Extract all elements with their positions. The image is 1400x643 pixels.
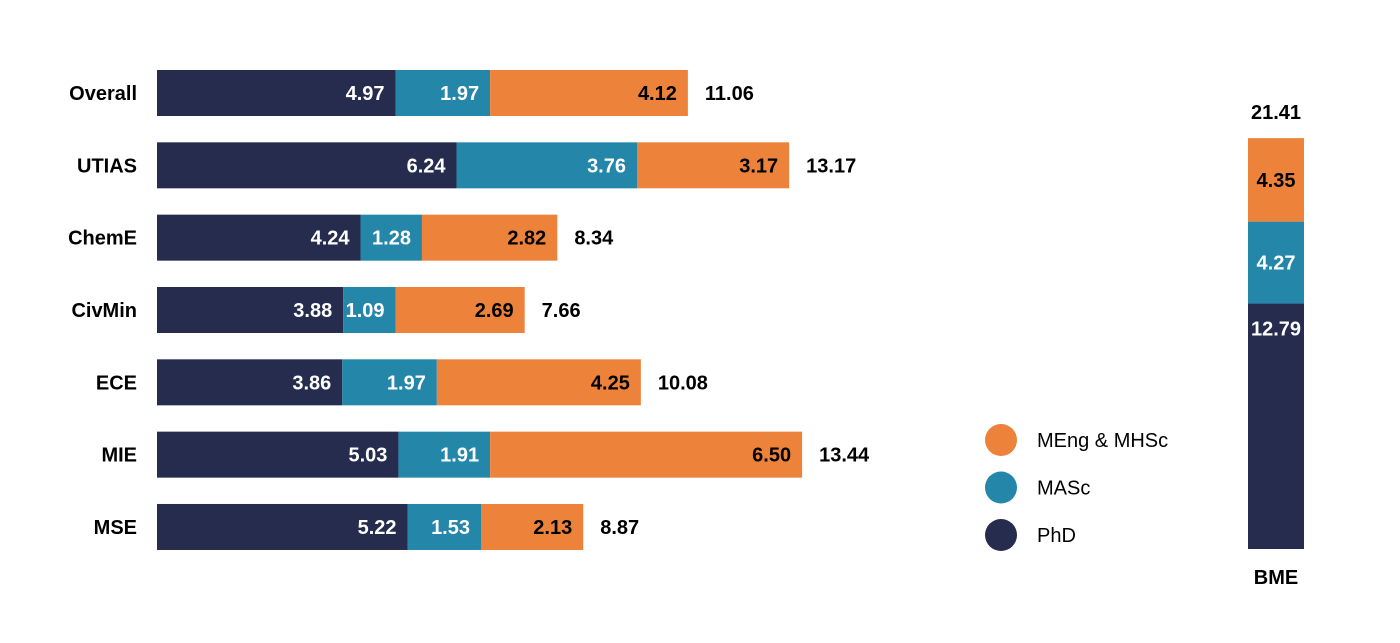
category-label-mse: MSE [94, 517, 137, 539]
total-label-mie: 13.44 [819, 445, 870, 467]
bar-civmin-masc [343, 286, 396, 333]
data-label-cheme-meng-and-mhsc: 2.82 [507, 228, 546, 250]
total-label-bme: 21.41 [1251, 102, 1301, 124]
total-label-mse: 8.87 [600, 517, 639, 539]
total-label-ece: 10.08 [658, 372, 708, 394]
data-label-mse-masc: 1.53 [431, 517, 470, 539]
data-label-mie-meng-and-mhsc: 6.50 [752, 445, 791, 467]
data-label-overall-phd: 4.97 [346, 83, 385, 105]
bar-utias-meng-and-mhsc [637, 142, 790, 189]
data-label-overall-masc: 1.97 [440, 83, 479, 105]
bar-ece-masc [342, 359, 437, 406]
data-label-civmin-masc: 1.09 [346, 300, 385, 322]
legend-swatch-masc [985, 471, 1017, 504]
total-label-overall: 11.06 [705, 83, 754, 105]
bar-civmin-phd [157, 286, 344, 333]
data-label-overall-meng-and-mhsc: 4.12 [638, 83, 677, 105]
data-label-cheme-phd: 4.24 [311, 228, 351, 250]
data-label-civmin-meng-and-mhsc: 2.69 [475, 300, 514, 322]
bme-vertical-bar: 12.79 4.27 4.35 21.41 BME [1248, 102, 1304, 589]
data-label-mie-phd: 5.03 [349, 445, 388, 467]
legend-label-masc: MASc [1037, 478, 1090, 500]
category-label-bme: BME [1254, 567, 1298, 589]
bar-ece-meng-and-mhsc [436, 359, 641, 406]
data-label-civmin-phd: 3.88 [293, 300, 332, 322]
bar-mie-masc [398, 431, 491, 478]
bar-overall-masc [395, 70, 491, 116]
bar-mie-phd [157, 431, 399, 478]
data-label-utias-masc: 3.76 [587, 155, 626, 177]
bar-cheme-meng-and-mhsc [421, 214, 558, 261]
data-label-bme-masc: 4.27 [1257, 253, 1296, 275]
total-label-civmin: 7.66 [542, 300, 581, 322]
data-label-ece-masc: 1.97 [387, 372, 426, 394]
bar-bme-masc [1248, 221, 1304, 304]
bar-mse-phd [157, 503, 408, 550]
data-label-utias-phd: 6.24 [407, 155, 447, 177]
bar-overall-meng-and-mhsc [490, 70, 688, 116]
legend-swatch-meng-and-mhsc [985, 424, 1017, 456]
bar-mse-masc [407, 503, 481, 550]
legend: MEng & MHSc MASc PhD [985, 424, 1168, 551]
horizontal-stacked-bars: Overall 4.97 1.97 4.12 11.06 UTIAS 6.24 3.76 3.1… [68, 70, 870, 550]
total-label-utias: 13.17 [806, 155, 856, 177]
bar-overall-phd [157, 70, 396, 116]
data-label-bme-phd: 12.79 [1251, 319, 1301, 341]
bar-cheme-masc [360, 214, 422, 261]
category-label-ece: ECE [96, 372, 137, 394]
bar-ece-phd [157, 359, 343, 406]
data-label-mse-meng-and-mhsc: 2.13 [533, 517, 572, 539]
bar-mse-meng-and-mhsc [481, 503, 584, 550]
category-label-mie: MIE [101, 445, 137, 467]
category-label-utias: UTIAS [77, 155, 137, 177]
bar-cheme-phd [157, 214, 361, 261]
legend-label-meng-and-mhsc: MEng & MHSc [1037, 430, 1168, 452]
category-label-overall: Overall [69, 83, 137, 105]
category-label-cheme: ChemE [68, 228, 137, 250]
bar-mie-meng-and-mhsc [490, 431, 803, 478]
data-label-utias-meng-and-mhsc: 3.17 [739, 155, 778, 177]
data-label-bme-meng-and-mhsc: 4.35 [1257, 170, 1296, 192]
legend-swatch-phd [985, 519, 1017, 551]
data-label-cheme-masc: 1.28 [372, 228, 411, 250]
data-label-ece-meng-and-mhsc: 4.25 [591, 372, 630, 394]
data-label-mie-masc: 1.91 [440, 445, 479, 467]
total-label-cheme: 8.34 [574, 228, 614, 250]
bar-civmin-meng-and-mhsc [395, 286, 525, 333]
legend-label-phd: PhD [1037, 525, 1076, 547]
category-label-civmin: CivMin [71, 300, 137, 322]
bar-utias-phd [157, 142, 457, 189]
bar-bme-meng-and-mhsc [1248, 138, 1304, 222]
bar-utias-masc [456, 142, 637, 189]
bar-bme-phd [1248, 303, 1304, 549]
data-label-mse-phd: 5.22 [358, 517, 397, 539]
data-label-ece-phd: 3.86 [292, 372, 331, 394]
